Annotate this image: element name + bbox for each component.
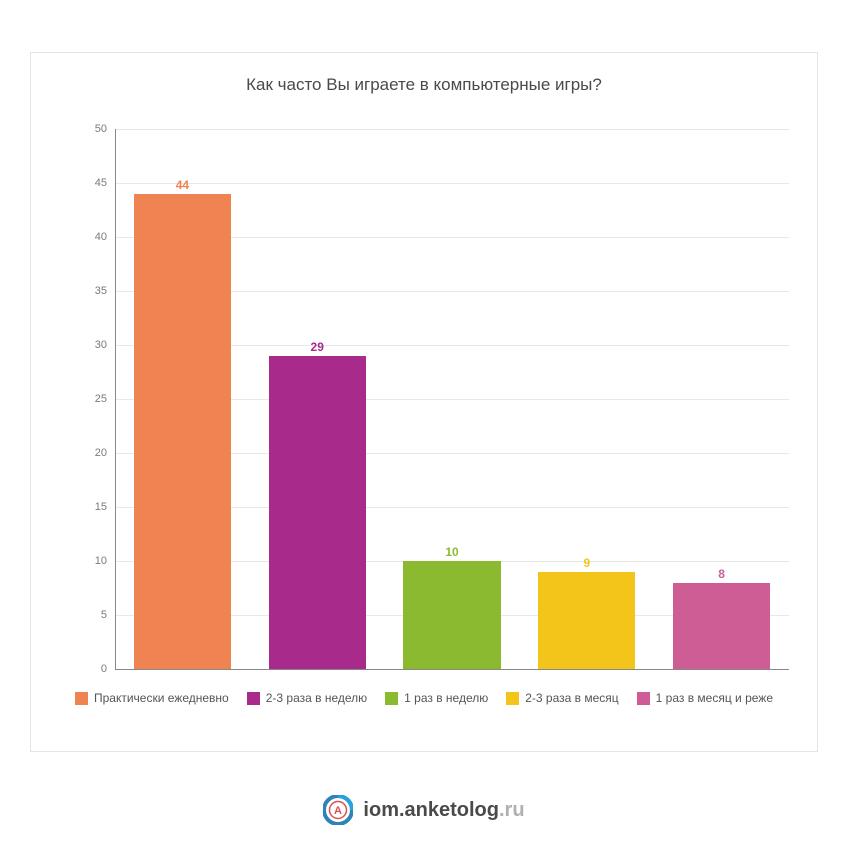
legend-label: 2-3 раза в месяц	[525, 691, 618, 705]
y-tick-label: 35	[75, 285, 107, 297]
footer: A iom.anketolog.ru	[0, 795, 848, 825]
legend-swatch	[385, 692, 398, 705]
legend-item: 2-3 раза в неделю	[247, 691, 367, 705]
footer-text-main: iom.anketolog	[363, 799, 499, 821]
y-tick-label: 30	[75, 339, 107, 351]
gridline	[115, 129, 789, 130]
legend-item: 2-3 раза в месяц	[506, 691, 618, 705]
legend-swatch	[506, 692, 519, 705]
bar-value-label: 8	[673, 567, 770, 581]
bar-value-label: 29	[269, 340, 366, 354]
legend: Практически ежедневно 2-3 раза в неделю 1 …	[31, 691, 817, 705]
bar-value-label: 44	[134, 178, 231, 192]
bar	[538, 572, 635, 669]
x-axis	[115, 669, 789, 670]
y-tick-label: 40	[75, 231, 107, 243]
legend-label: 1 раз в неделю	[404, 691, 488, 705]
bar	[403, 561, 500, 669]
logo-icon: A	[323, 795, 353, 825]
bar-value-label: 10	[403, 545, 500, 559]
y-axis	[115, 129, 116, 669]
footer-text-suffix: .ru	[499, 799, 525, 821]
y-tick-label: 15	[75, 501, 107, 513]
y-tick-label: 25	[75, 393, 107, 405]
legend-label: 2-3 раза в неделю	[266, 691, 367, 705]
bar	[673, 583, 770, 669]
chart-card: Как часто Вы играете в компьютерные игры…	[30, 52, 818, 752]
y-tick-label: 0	[75, 663, 107, 675]
bar	[134, 194, 231, 669]
y-tick-label: 45	[75, 177, 107, 189]
legend-item: Практически ежедневно	[75, 691, 229, 705]
legend-item: 1 раз в неделю	[385, 691, 488, 705]
y-tick-label: 20	[75, 447, 107, 459]
y-tick-label: 5	[75, 609, 107, 621]
chart-title: Как часто Вы играете в компьютерные игры…	[31, 75, 817, 95]
y-tick-label: 50	[75, 123, 107, 135]
legend-item: 1 раз в месяц и реже	[637, 691, 773, 705]
bar-value-label: 9	[538, 556, 635, 570]
plot-area: 0510152025303540455044291098	[115, 129, 789, 669]
legend-label: Практически ежедневно	[94, 691, 229, 705]
legend-swatch	[637, 692, 650, 705]
legend-swatch	[75, 692, 88, 705]
legend-swatch	[247, 692, 260, 705]
footer-text: iom.anketolog.ru	[363, 799, 524, 822]
bar	[269, 356, 366, 669]
legend-label: 1 раз в месяц и реже	[656, 691, 773, 705]
svg-text:A: A	[334, 805, 342, 817]
page: Как часто Вы играете в компьютерные игры…	[0, 0, 848, 852]
y-tick-label: 10	[75, 555, 107, 567]
